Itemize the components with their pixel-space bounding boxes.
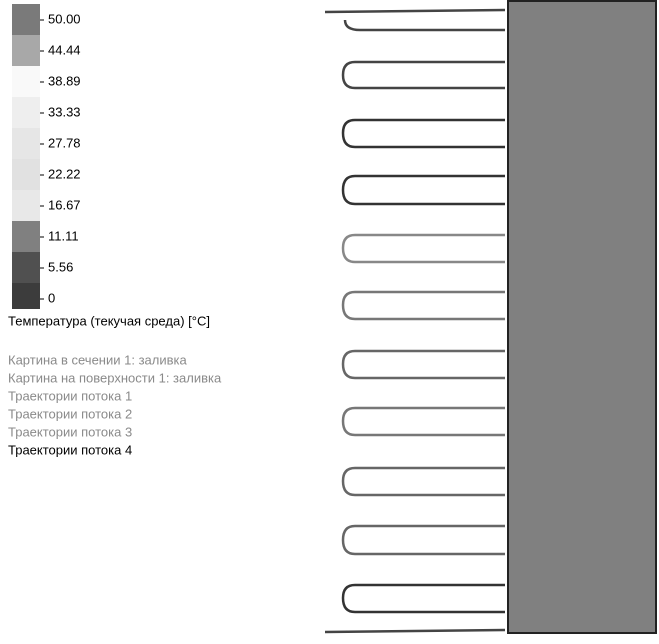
feature-item: Картина в сечении 1: заливка <box>8 352 187 367</box>
feature-item: Траектории потока 3 <box>8 424 132 439</box>
legend-tick-label: 50.00 <box>48 11 81 26</box>
feature-item: Траектории потока 4 <box>8 442 132 457</box>
feature-item: Траектории потока 1 <box>8 388 132 403</box>
legend-tick-label: 27.78 <box>48 135 81 150</box>
page: Температура (текучая среда) [°C] 50.00 44… <box>0 0 659 639</box>
legend-tick-label: 11.11 <box>48 228 79 243</box>
legend-tick-label: 44.44 <box>48 42 81 57</box>
screen: Температура (текучая среда) [°C] 50.00 44… <box>0 0 659 639</box>
legend-tick-label: 16.67 <box>48 197 81 212</box>
legend-tick-label: 5.56 <box>48 259 73 274</box>
feature-item: Картина на поверхности 1: заливка <box>8 370 222 385</box>
legend-title: Температура (текучая среда) [°C] <box>8 313 210 328</box>
legend-tick-label: 22.22 <box>48 166 81 181</box>
feature-item: Траектории потока 2 <box>8 406 132 421</box>
model-view <box>325 1 656 633</box>
legend-tick-label: 0 <box>48 290 55 305</box>
color-bar <box>12 4 40 309</box>
legend-tick-label: 33.33 <box>48 104 81 119</box>
legend-tick-label: 38.89 <box>48 73 81 88</box>
